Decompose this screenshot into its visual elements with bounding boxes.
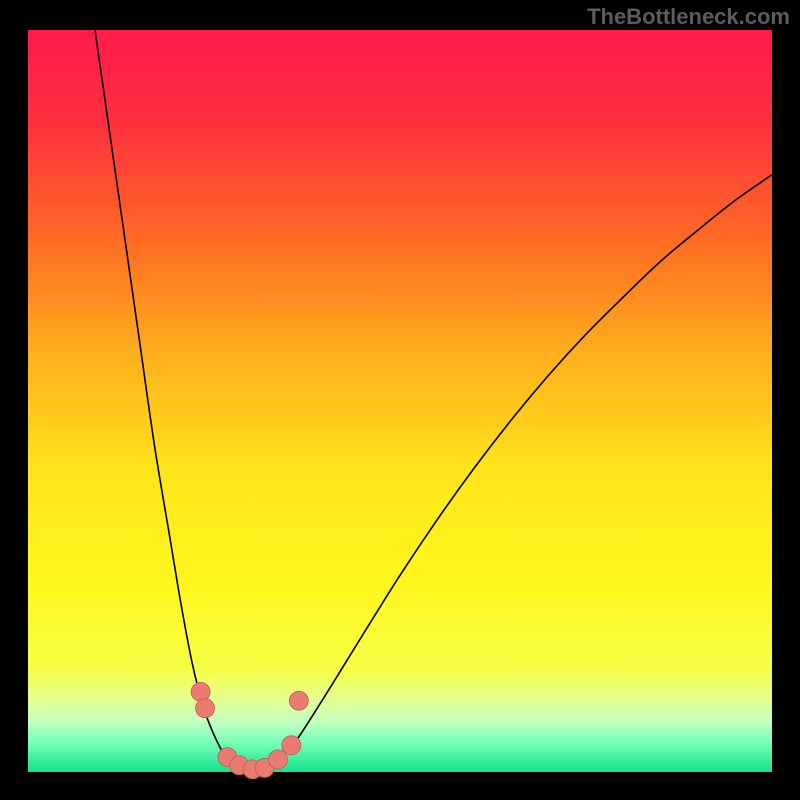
- chart-canvas: TheBottleneck.com: [0, 0, 800, 800]
- data-marker: [191, 682, 210, 701]
- data-marker: [282, 736, 301, 755]
- data-marker: [289, 691, 308, 710]
- bottleneck-curve-plot: [0, 0, 800, 800]
- data-marker: [268, 750, 287, 769]
- watermark-text: TheBottleneck.com: [587, 4, 790, 30]
- data-marker: [196, 699, 215, 718]
